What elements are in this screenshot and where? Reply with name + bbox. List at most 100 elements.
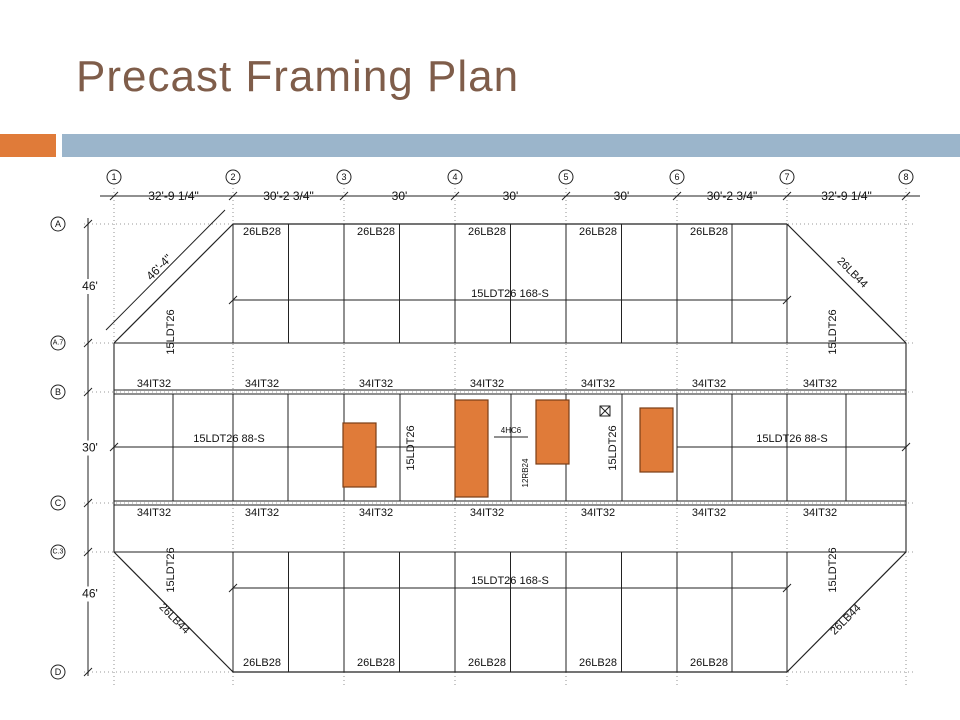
column-dimension-tick-6 <box>672 191 682 201</box>
grid-bubble-row-label: C.3 <box>53 549 64 556</box>
grid-bubble-col-label: 7 <box>784 172 789 182</box>
floor-opening-2 <box>454 399 489 498</box>
inverted-tee-label-b: 34IT32 <box>692 378 726 390</box>
top-beam-label: 26LB28 <box>690 226 728 238</box>
vertical-tee-label: 15LDT26 <box>165 547 177 592</box>
row-dimension-tick-2 <box>83 387 93 397</box>
vertical-tee-label: 15LDT26 <box>827 547 839 592</box>
column-dimension-text: 32'-9 1/4" <box>148 189 199 203</box>
diagonal-beam-se-label: 26LB44 <box>828 602 863 637</box>
column-marker-box <box>599 405 611 417</box>
inverted-tee-label-c: 34IT32 <box>692 507 726 519</box>
bottom-beam-label: 26LB28 <box>690 657 728 669</box>
row-dimension-tick-5 <box>83 667 93 677</box>
diagonal-dimension-text: 46'-4" <box>143 251 175 283</box>
bottom-beam-label: 26LB28 <box>357 657 395 669</box>
floor-opening-4 <box>639 407 674 473</box>
grid-bubble-col-label: 1 <box>111 172 116 182</box>
diagonal-se-line <box>786 551 907 673</box>
inverted-tee-label-c: 34IT32 <box>470 507 504 519</box>
grid-bubble-row-5 <box>50 664 66 680</box>
upper-span-label: 15LDT26 168-S <box>471 288 549 300</box>
grid-bubble-col-label: 2 <box>230 172 235 182</box>
bottom-beam-label: 26LB28 <box>579 657 617 669</box>
inverted-tee-label-c: 34IT32 <box>245 507 279 519</box>
column-dimension-tick-5 <box>561 191 571 201</box>
grid-bubble-col-label: 3 <box>341 172 346 182</box>
column-dimension-text: 32'-9 1/4" <box>821 189 872 203</box>
grid-bubble-col-8 <box>898 169 914 185</box>
vertical-tee-label: 15LDT26 <box>405 425 417 470</box>
span-tick <box>228 295 238 305</box>
diagonal-dimension-line <box>105 209 226 331</box>
diagonal-sw-line <box>113 551 234 673</box>
grid-bubble-row-2 <box>50 384 66 400</box>
top-beam-label: 26LB28 <box>357 226 395 238</box>
grid-bubble-col-2 <box>225 169 241 185</box>
vertical-tee-label: 15LDT26 <box>827 309 839 354</box>
rectangular-beam-label: 12RB24 <box>521 458 530 487</box>
bottom-beam-label: 26LB28 <box>468 657 506 669</box>
grid-bubble-col-label: 4 <box>452 172 457 182</box>
grid-bubble-row-label: A.7 <box>53 340 64 347</box>
inverted-tee-label-c: 34IT32 <box>803 507 837 519</box>
span-tick <box>109 442 119 452</box>
diagonal-beam-ne-label: 26LB44 <box>834 255 869 290</box>
vertical-tee-label: 15LDT26 <box>165 309 177 354</box>
vertical-tee-label: 15LDT26 <box>607 425 619 470</box>
column-dimension-tick-4 <box>450 191 460 201</box>
accent-bar-blue <box>62 134 960 157</box>
inverted-tee-label-b: 34IT32 <box>359 378 393 390</box>
column-dimension-tick-3 <box>339 191 349 201</box>
row-dimension-mask <box>76 279 100 294</box>
row-dimension-tick-3 <box>83 498 93 508</box>
column-dimension-tick-2 <box>228 191 238 201</box>
grid-bubble-row-0 <box>50 216 66 232</box>
top-beam-label: 26LB28 <box>579 226 617 238</box>
grid-bubble-col-label: 5 <box>563 172 568 182</box>
row-dimension-mask <box>76 586 100 602</box>
grid-bubble-col-label: 6 <box>674 172 679 182</box>
diagonal-nw-line <box>113 223 234 344</box>
grid-bubble-col-label: 8 <box>903 172 908 182</box>
grid-bubble-row-label: C <box>55 498 62 508</box>
inverted-tee-label-b: 34IT32 <box>137 378 171 390</box>
column-dimension-tick-8 <box>901 191 911 201</box>
span-tick <box>228 583 238 593</box>
bottom-beam-label: 26LB28 <box>243 657 281 669</box>
column-dimension-text: 30'-2 3/4" <box>263 189 314 203</box>
inverted-tee-label-c: 34IT32 <box>359 507 393 519</box>
floor-opening-3 <box>535 399 570 465</box>
grid-bubble-col-4 <box>447 169 463 185</box>
column-dimension-text: 30' <box>392 189 408 203</box>
grid-bubble-row-label: D <box>55 667 62 677</box>
grid-bubble-col-6 <box>669 169 685 185</box>
inverted-tee-label-c: 34IT32 <box>581 507 615 519</box>
grid-bubble-col-7 <box>779 169 795 185</box>
inverted-tee-label-c: 34IT32 <box>137 507 171 519</box>
floor-opening-1 <box>342 422 377 488</box>
column-marker-cross-b <box>599 405 611 417</box>
grid-bubble-row-3 <box>50 495 66 511</box>
lower-span-label: 15LDT26 168-S <box>471 575 549 587</box>
inverted-tee-label-b: 34IT32 <box>803 378 837 390</box>
span-tick <box>901 442 911 452</box>
grid-bubble-col-1 <box>106 169 122 185</box>
row-dimension-tick-0 <box>83 219 93 229</box>
grid-bubble-row-4 <box>50 544 66 560</box>
accent-bar-orange <box>0 134 56 157</box>
column-dimension-text: 30' <box>614 189 630 203</box>
grid-bubble-row-label: A <box>55 219 61 229</box>
grid-bubble-col-3 <box>336 169 352 185</box>
slide-title: Precast Framing Plan <box>76 52 520 101</box>
row-dimension-text: 46' <box>82 587 98 601</box>
row-dimension-mask <box>76 440 100 456</box>
grid-bubble-row-1 <box>50 335 66 351</box>
row-dimension-text: 46' <box>82 279 98 293</box>
column-dimension-tick-1 <box>109 191 119 201</box>
diagonal-beam-sw-label: 26LB44 <box>156 601 191 636</box>
span-tick <box>782 583 792 593</box>
hollow-core-label: 4HC6 <box>501 426 522 435</box>
top-beam-label: 26LB28 <box>243 226 281 238</box>
